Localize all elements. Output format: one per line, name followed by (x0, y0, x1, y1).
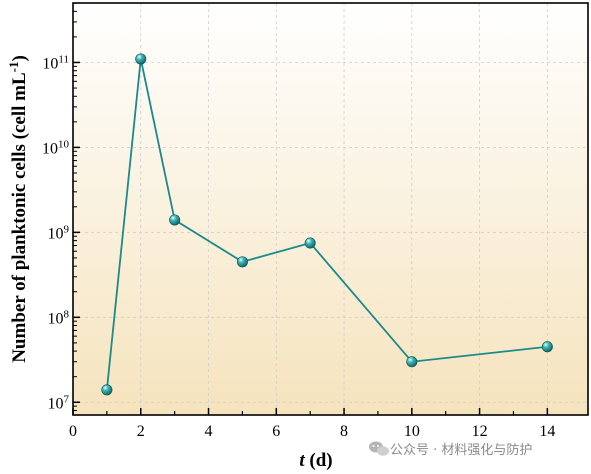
y-axis-label-sup: -1 (6, 62, 21, 73)
y-tick-label: 108 (48, 308, 70, 327)
x-tick-labels: 0 2 4 6 8 10 12 14 (69, 423, 555, 440)
y-axis-label: Number of planktonic cells (cell mL-1) (6, 55, 31, 363)
x-tick-label: 10 (404, 423, 420, 440)
x-tick-label: 14 (539, 423, 555, 440)
data-series (101, 53, 553, 396)
data-point (101, 384, 113, 396)
y-tick-label: 1011 (42, 53, 69, 72)
data-point (406, 356, 418, 368)
watermark: 公众号 · 材料强化与防护 (369, 441, 532, 458)
x-axis-label: t (d) (299, 450, 332, 471)
x-tick-label: 12 (472, 423, 488, 440)
data-point (135, 53, 147, 65)
x-tick-label: 0 (69, 423, 77, 440)
data-point (304, 237, 316, 249)
y-tick-label: 107 (48, 393, 70, 412)
wechat-icon (369, 441, 389, 456)
axes (72, 2, 589, 416)
y-axis-label-close: ) (9, 55, 30, 61)
x-tick-label: 8 (340, 423, 348, 440)
x-tick-label: 6 (272, 423, 280, 440)
grid-lines (73, 3, 588, 415)
y-tick-label: 109 (48, 223, 70, 242)
y-tick-label: 1010 (42, 138, 70, 157)
x-axis-label-italic: t (299, 450, 305, 471)
y-axis-label-main: Number of planktonic cells (cell mL (9, 72, 30, 362)
x-tick-label: 4 (205, 423, 213, 440)
y-tick-labels: 107 108 109 1010 1011 (42, 53, 70, 412)
x-axis-label-rest: (d) (305, 450, 333, 471)
watermark-text: 公众号 · 材料强化与防护 (390, 442, 532, 458)
plot-background (73, 3, 588, 415)
x-tick-label: 2 (137, 423, 145, 440)
data-point (236, 256, 248, 268)
data-point (169, 214, 181, 226)
plot-frame (72, 2, 589, 416)
data-point (541, 341, 553, 353)
